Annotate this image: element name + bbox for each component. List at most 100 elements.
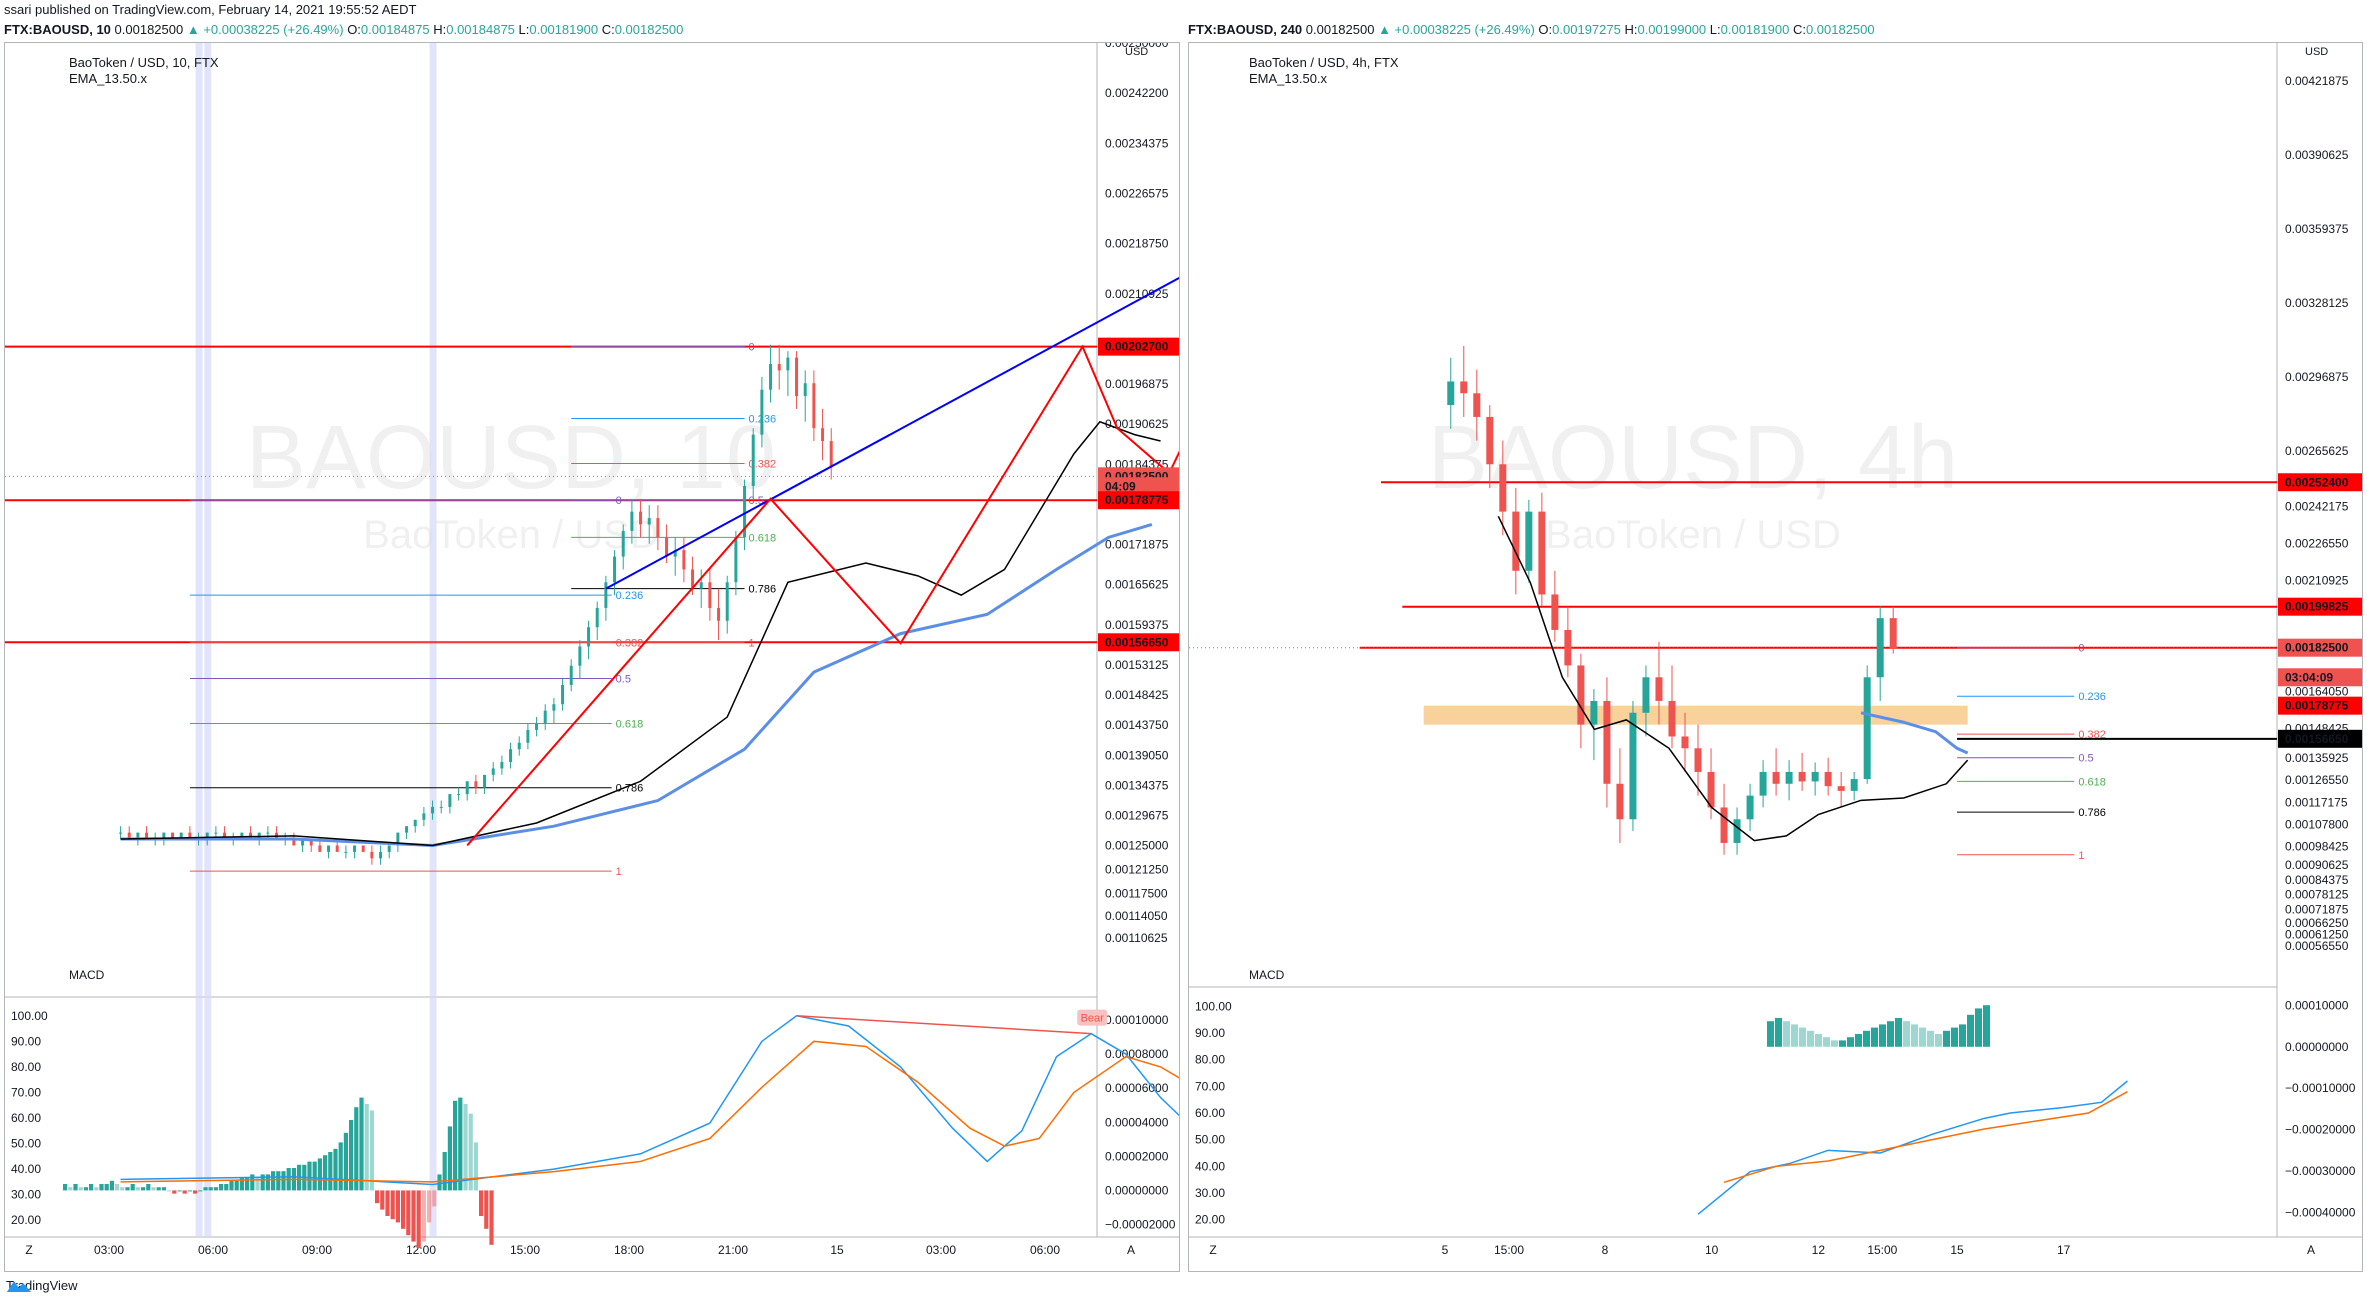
macd-histogram-bar xyxy=(250,1174,255,1191)
price-tick-label: 0.00165625 xyxy=(1105,578,1169,592)
fib-level-label: 0 xyxy=(2078,643,2084,655)
candle-body xyxy=(1811,771,1819,782)
macd-histogram-bar xyxy=(245,1177,250,1191)
macd-left-tick: 50.00 xyxy=(1195,1133,1225,1147)
macd-histogram-bar xyxy=(161,1187,166,1191)
price-tick-label: 0.00135925 xyxy=(2285,751,2349,765)
watermark-name: BaoToken / USD xyxy=(363,513,659,557)
macd-histogram-bar xyxy=(1951,1027,1958,1047)
candle-body xyxy=(1720,807,1728,843)
candle-body xyxy=(699,582,703,589)
macd-histogram-bar xyxy=(89,1184,94,1191)
candle-body xyxy=(1746,795,1754,820)
macd-right-tick: 0.00002000 xyxy=(1105,1149,1169,1163)
macd-histogram-bar xyxy=(343,1132,348,1191)
price-tick-label: 0.00164050 xyxy=(2285,684,2349,698)
candle-body xyxy=(725,582,729,621)
candle-body xyxy=(743,485,747,538)
macd-histogram-bar xyxy=(458,1097,463,1191)
price-label-box xyxy=(2278,638,2362,657)
macd-histogram-bar xyxy=(307,1161,312,1191)
candle-body xyxy=(266,832,270,834)
macd-right-tick: 0.00004000 xyxy=(1105,1115,1169,1129)
macd-histogram-bar xyxy=(1879,1024,1886,1047)
macd-histogram-bar xyxy=(1967,1014,1974,1047)
price-tick-label: 0.00226575 xyxy=(1105,186,1169,200)
candle-body xyxy=(422,813,426,820)
macd-histogram-bar xyxy=(104,1184,109,1191)
price-label-box xyxy=(1098,477,1179,496)
macd-histogram-bar xyxy=(432,1190,437,1207)
macd-histogram-bar xyxy=(213,1187,218,1191)
macd-left-tick: 100.00 xyxy=(11,1009,48,1023)
tradingview-footer[interactable]: TradingView xyxy=(6,1278,78,1293)
candle-body xyxy=(665,537,669,557)
candle-body xyxy=(829,441,833,467)
candle-body xyxy=(795,357,799,397)
macd-histogram-bar xyxy=(125,1187,130,1191)
left-chart-svg[interactable]: BAOUSD, 10 BaoToken / USD 0.00250000 0.0024… xyxy=(5,43,1180,1272)
tradingview-logo-icon xyxy=(7,1281,31,1292)
price-tick-label: 0.00242200 xyxy=(1105,86,1169,100)
time-tick-label: 15 xyxy=(830,1243,844,1257)
candle-body xyxy=(535,723,539,730)
price-tick-label: 0.00210925 xyxy=(2285,573,2349,587)
candle-body xyxy=(1551,594,1559,630)
candle-body xyxy=(249,832,253,840)
price-tick-label: 0.00421875 xyxy=(2285,74,2349,88)
candle-body xyxy=(1824,771,1832,787)
macd-right-tick: 0.00010000 xyxy=(2285,998,2349,1012)
macd-histogram-bar xyxy=(193,1190,198,1194)
fib-small-level-label: 1 xyxy=(749,637,755,649)
time-tick-label: 10 xyxy=(1705,1243,1719,1257)
candle-body xyxy=(457,794,461,796)
macd-histogram-bar xyxy=(359,1097,364,1191)
candle-body xyxy=(1460,381,1468,394)
macd-left-tick: 80.00 xyxy=(1195,1053,1225,1067)
price-tick-label: 0.00143750 xyxy=(1105,718,1169,732)
macd-right-tick: 0.00000000 xyxy=(2285,1040,2349,1054)
macd-histogram-bar xyxy=(1887,1021,1894,1047)
candle-body xyxy=(1499,464,1507,512)
macd-histogram-bar xyxy=(234,1180,239,1191)
macd-left-tick: 40.00 xyxy=(11,1162,41,1176)
macd-histogram-bar xyxy=(1807,1030,1814,1047)
macd-right-tick: 0.00000000 xyxy=(1105,1183,1169,1197)
macd-line xyxy=(1697,1080,2128,1215)
price-tick-label: 0.00090625 xyxy=(2285,858,2349,872)
left-macd-label: MACD xyxy=(69,968,105,982)
price-label-text: 0.00182500 xyxy=(2285,641,2349,655)
candle-body xyxy=(1525,511,1533,571)
candle-body xyxy=(465,781,469,795)
bear-label-text: Bear xyxy=(1081,1013,1105,1025)
right-chart-svg[interactable]: BAOUSD, 4h BaoToken / USD 0.00421875 0.0039… xyxy=(1189,43,2363,1272)
macd-left-tick: 70.00 xyxy=(1195,1079,1225,1093)
price-tick-label: 0.00078125 xyxy=(2285,888,2349,902)
candle-body xyxy=(223,832,227,840)
candle-body xyxy=(639,511,643,525)
candle-body xyxy=(145,832,149,840)
macd-histogram-bar xyxy=(260,1174,265,1191)
candle-body xyxy=(327,845,331,852)
macd-histogram-bar xyxy=(447,1126,452,1191)
price-label-box xyxy=(2278,473,2362,492)
price-tick-label: 0.00117175 xyxy=(2285,795,2348,809)
support-zone xyxy=(1423,705,1968,725)
right-chart-panel[interactable]: BAOUSD, 4h BaoToken / USD 0.00421875 0.0039… xyxy=(1188,42,2363,1272)
price-tick-label: 0.00359375 xyxy=(2285,222,2349,236)
macd-histogram-bar xyxy=(442,1152,447,1191)
candle-body xyxy=(214,832,218,834)
macd-left-tick: 50.00 xyxy=(11,1137,41,1151)
candle-body xyxy=(1473,393,1481,417)
macd-histogram-bar xyxy=(83,1187,88,1191)
candle-body xyxy=(431,806,435,814)
price-tick-label: 0.00265625 xyxy=(2285,444,2349,458)
left-chart-panel[interactable]: BAOUSD, 10 BaoToken / USD 0.00250000 0.0024… xyxy=(4,42,1180,1272)
macd-right-tick: 0.00010000 xyxy=(1105,1013,1169,1027)
candle-body xyxy=(1837,786,1845,791)
macd-histogram-bar xyxy=(239,1177,244,1191)
price-tick-label: 0.00171875 xyxy=(1105,538,1169,552)
price-label-text: 0.00156650 xyxy=(1105,635,1169,649)
auto-scale-button: A xyxy=(2307,1243,2315,1257)
macd-histogram-bar xyxy=(1911,1024,1918,1047)
